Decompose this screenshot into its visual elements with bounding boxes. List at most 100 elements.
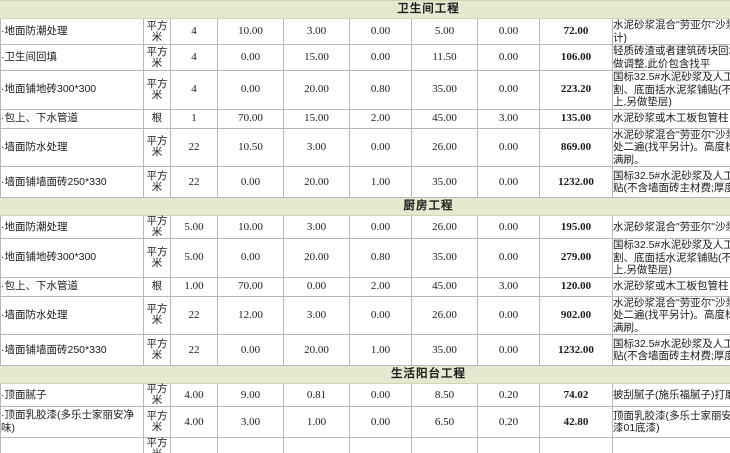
row-value-1: 10.50 — [217, 127, 284, 167]
row-item-name: ·墙面防水处理 — [0, 127, 144, 167]
row-value-2: 1.00 — [283, 406, 350, 438]
row-value-5: 0.20 — [477, 383, 540, 407]
row-qty — [170, 437, 218, 453]
row-value-5: 3.00 — [477, 108, 540, 129]
row-unit: 平方米 — [143, 406, 171, 438]
row-qty: 22 — [170, 127, 218, 167]
row-qty: 4 — [170, 70, 218, 110]
row-value-2: 20.00 — [283, 334, 350, 366]
row-total: 279.00 — [539, 238, 613, 278]
table-row[interactable]: ·地面防潮处理 平方米 5.00 10.00 3.00 0.00 26.00 0… — [0, 215, 730, 239]
row-item-name: ·顶面乳胶漆(多乐士家丽安净味) — [0, 406, 144, 438]
row-value-1: 0.00 — [217, 44, 284, 71]
row-description: 披刮腻子(施乐福腻子)打磨三遍 — [611, 383, 730, 407]
row-value-3: 2.00 — [349, 108, 412, 129]
table-row[interactable]: ·卫生间回填 平方米 4 0.00 15.00 0.00 11.50 0.00 … — [0, 44, 730, 71]
row-qty: 5.00 — [170, 238, 218, 278]
row-value-4: 11.50 — [411, 44, 478, 71]
row-total: 902.00 — [539, 295, 613, 335]
row-value-4: 35.00 — [411, 238, 478, 278]
row-description: 水泥砂浆混合"劳亚尔"沙浆防水涂料刷三遍(找平另计) — [611, 18, 730, 45]
row-value-2: 20.00 — [283, 70, 350, 110]
row-total: 195.00 — [539, 215, 613, 239]
row-value-1: 0.00 — [217, 334, 284, 366]
row-value-4 — [411, 437, 478, 453]
row-value-5: 0.00 — [477, 70, 540, 110]
row-value-3: 0.00 — [349, 295, 412, 335]
row-item-name: ·卫生间回填 — [0, 44, 144, 71]
row-unit: 平方米 — [143, 44, 171, 71]
table-row[interactable]: ·墙面铺墙面砖250*330 平方米 22 0.00 20.00 1.00 35… — [0, 166, 730, 198]
row-item-name: ·顶面腻子 — [0, 383, 144, 407]
row-total: 1232.00 — [539, 166, 613, 198]
row-value-5: 0.00 — [477, 127, 540, 167]
table-row[interactable]: ·顶面乳胶漆(多乐士家丽安净味) 平方米 4.00 3.00 1.00 0.00… — [0, 406, 730, 438]
row-value-3: 1.00 — [349, 166, 412, 198]
row-value-2: 15.00 — [283, 108, 350, 129]
row-unit: 平方米 — [143, 437, 171, 453]
row-value-2: 15.00 — [283, 44, 350, 71]
row-value-5: 0.00 — [477, 44, 540, 71]
row-unit: 平方米 — [143, 215, 171, 239]
row-item-name — [0, 437, 144, 453]
row-unit: 平方米 — [143, 70, 171, 110]
row-description: 顶面乳胶漆(多乐士家丽安净味)(滚刷一底两遍,含宏漆01底漆) — [611, 406, 730, 438]
table-row[interactable]: ·顶面腻子 平方米 4.00 9.00 0.81 0.00 8.50 0.20 … — [0, 383, 730, 407]
row-qty: 1 — [170, 108, 218, 129]
row-value-3: 2.00 — [349, 276, 412, 297]
row-value-5: 0.00 — [477, 166, 540, 198]
row-value-4: 5.00 — [411, 18, 478, 45]
row-value-3: 0.00 — [349, 383, 412, 407]
row-unit: 平方米 — [143, 238, 171, 278]
row-value-3: 0.00 — [349, 406, 412, 438]
row-total: 135.00 — [539, 108, 613, 129]
section-header-row: 生活阳台工程 — [0, 365, 730, 384]
row-total — [539, 437, 613, 453]
row-value-1 — [217, 437, 284, 453]
table-row[interactable]: ·包上、下水管道 根 1 70.00 15.00 2.00 45.00 3.00… — [0, 108, 730, 129]
table-row[interactable]: ·墙面铺墙面砖250*330 平方米 22 0.00 20.00 1.00 35… — [0, 334, 730, 366]
row-value-4: 8.50 — [411, 383, 478, 407]
row-value-1: 0.00 — [217, 166, 284, 198]
row-unit: 平方米 — [143, 18, 171, 45]
row-value-2: 3.00 — [283, 215, 350, 239]
row-item-name: ·墙面铺墙面砖250*330 — [0, 166, 144, 198]
row-value-2: 3.00 — [283, 295, 350, 335]
section-title: 卫生间工程 — [0, 0, 730, 19]
row-value-2: 20.00 — [283, 238, 350, 278]
row-unit: 平方米 — [143, 295, 171, 335]
row-value-4: 6.50 — [411, 406, 478, 438]
row-value-3: 1.00 — [349, 334, 412, 366]
row-description: 水泥砂浆或木工板包管柱 — [611, 276, 730, 297]
row-unit: 平方米 — [143, 334, 171, 366]
table-row[interactable]: ·地面防潮处理 平方米 4 10.00 3.00 0.00 5.00 0.00 … — [0, 18, 730, 45]
row-value-1: 0.00 — [217, 238, 284, 278]
row-description: 水泥砂浆混合"劳亚尔"沙浆防水涂料刷三遍 — [611, 215, 730, 239]
table-row[interactable]: ·墙面防水处理 平方米 22 10.50 3.00 0.00 26.00 0.0… — [0, 127, 730, 167]
table-row[interactable]: 平方米 — [0, 437, 730, 453]
row-unit: 平方米 — [143, 383, 171, 407]
row-total: 120.00 — [539, 276, 613, 297]
row-total: 74.02 — [539, 383, 613, 407]
row-value-3: 0.80 — [349, 70, 412, 110]
row-value-3: 0.00 — [349, 215, 412, 239]
row-total: 223.20 — [539, 70, 613, 110]
table-row[interactable]: ·包上、下水管道 根 1.00 70.00 0.00 2.00 45.00 3.… — [0, 276, 730, 297]
table-row[interactable]: ·地面铺地砖300*300 平方米 4 0.00 20.00 0.80 35.0… — [0, 70, 730, 110]
section-header-row: 厨房工程 — [0, 197, 730, 216]
row-total: 869.00 — [539, 127, 613, 167]
row-value-2: 3.00 — [283, 18, 350, 45]
table-row[interactable]: ·墙面防水处理 平方米 22 12.00 3.00 0.00 26.00 0.0… — [0, 295, 730, 335]
row-qty: 22 — [170, 334, 218, 366]
row-item-name: ·地面铺地砖300*300 — [0, 70, 144, 110]
row-value-1: 9.00 — [217, 383, 284, 407]
section-title: 生活阳台工程 — [0, 365, 730, 384]
row-qty: 5.00 — [170, 215, 218, 239]
row-item-name: ·墙面铺墙面砖250*330 — [0, 334, 144, 366]
row-qty: 4.00 — [170, 383, 218, 407]
row-value-2: 0.00 — [283, 276, 350, 297]
row-unit: 根 — [143, 276, 171, 297]
table-row[interactable]: ·地面铺地砖300*300 平方米 5.00 0.00 20.00 0.80 3… — [0, 238, 730, 278]
row-value-3 — [349, 437, 412, 453]
